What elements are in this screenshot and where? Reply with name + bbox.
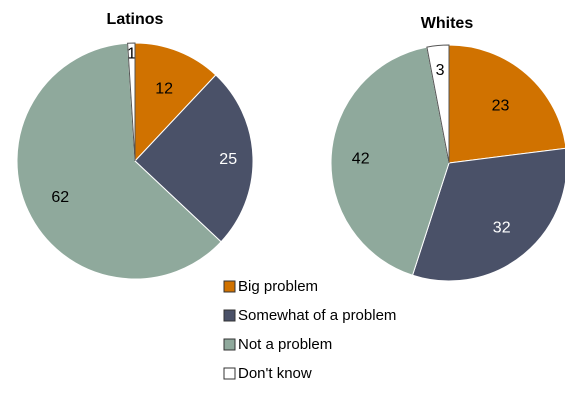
legend-label-don-t-know: Don't know xyxy=(238,365,312,382)
whites-label-somewhat-of-a-problem: 32 xyxy=(493,220,511,237)
legend: Big problem Somewhat of a problem Not a pr… xyxy=(223,278,396,382)
whites-label-don-t-know: 3 xyxy=(436,62,445,79)
whites-slice-outline-don-t-know xyxy=(426,44,450,164)
latinos-label-not-a-problem: 62 xyxy=(51,189,69,206)
whites-title: Whites xyxy=(421,15,474,32)
latinos-title: Latinos xyxy=(107,11,164,28)
latinos-slice-somewhat-of-a-problem xyxy=(134,74,254,243)
latinos-label-big-problem: 12 xyxy=(155,81,173,98)
latinos-slice-outline-don-t-know xyxy=(127,42,136,162)
whites-slice-big-problem xyxy=(448,44,565,164)
whites-slice-somewhat-of-a-problem xyxy=(411,147,565,282)
latinos-label-somewhat-of-a-problem: 25 xyxy=(219,151,237,168)
legend-swatch-big-problem xyxy=(223,280,236,293)
legend-label-big-problem: Big problem xyxy=(238,278,318,295)
latinos-slice-not-a-problem xyxy=(16,42,222,280)
legend-swatch-not-a-problem xyxy=(223,338,236,351)
whites-label-not-a-problem: 42 xyxy=(352,150,370,167)
whites-pie: 23 32 42 3 xyxy=(330,44,565,282)
whites-label-big-problem: 23 xyxy=(492,98,510,115)
legend-swatch-somewhat-of-a-problem xyxy=(223,309,236,322)
whites-slice-not-a-problem xyxy=(330,46,450,276)
legend-label-somewhat-of-a-problem: Somewhat of a problem xyxy=(238,307,396,324)
latinos-slice-big-problem xyxy=(134,42,217,163)
latinos-label-don-t-know: 1 xyxy=(127,46,136,63)
latinos-pie: 12 25 62 1 xyxy=(16,42,254,280)
legend-swatch-don-t-know xyxy=(223,367,236,380)
legend-label-not-a-problem: Not a problem xyxy=(238,336,332,353)
